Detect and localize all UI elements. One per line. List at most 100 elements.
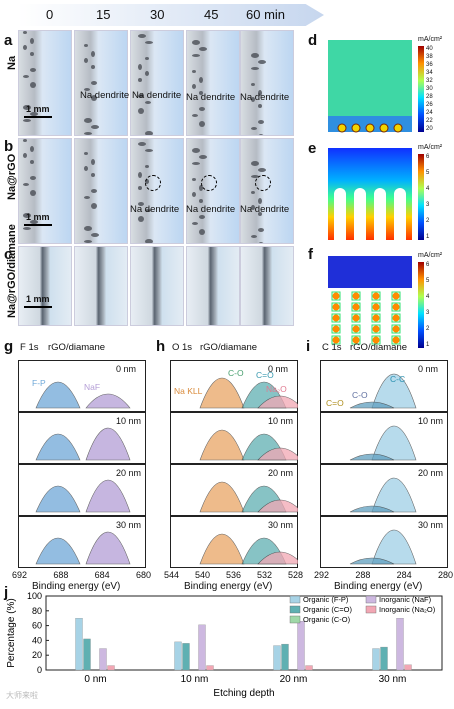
deposit-speck (138, 186, 142, 190)
deposit-speck (251, 205, 255, 210)
xps-depth-i-1: 10 nm (418, 416, 444, 426)
micrograph-c-0 (18, 246, 72, 326)
ion-hotspot (332, 325, 340, 333)
ion-cell (351, 313, 361, 323)
micrograph-a-3 (186, 30, 240, 136)
deposit-speck (91, 51, 95, 57)
deposit-speck (138, 94, 144, 98)
deposit-speck (145, 209, 151, 212)
xps-subplot (18, 412, 146, 464)
xps-depth-i-0: 0 nm (418, 364, 439, 374)
bar-3-2 (297, 621, 305, 671)
colorbar-tick-f: 1 (426, 342, 430, 348)
deposit-speck (199, 155, 207, 159)
deposit-speck (91, 233, 99, 237)
xps-xtick-h: 532 (257, 570, 273, 580)
xps-element-i: C 1s (322, 342, 342, 353)
colorbar-tick-e: 1 (426, 234, 430, 240)
y-tick-label: 20 (32, 650, 42, 660)
xps-element-h: O 1s (172, 342, 193, 353)
deposit-speck (192, 84, 196, 89)
annotation-b-0: Na dendrite (130, 204, 180, 215)
colorbar-tick-d: 40 (426, 46, 433, 52)
ion-hotspot (372, 303, 380, 311)
deposit-speck (145, 131, 153, 135)
xps-peak-label-i-1: C-O (352, 390, 368, 400)
bar-4-3 (404, 664, 412, 671)
xps-depth-g-1: 10 nm (116, 416, 142, 426)
xps-xlabel-g: Binding energy (eV) (32, 581, 121, 592)
deposit-speck (258, 198, 262, 204)
micrograph-c-3 (186, 246, 240, 326)
bar-4-0 (107, 665, 115, 671)
ion-cell (371, 335, 381, 345)
deposit-speck (91, 65, 95, 69)
deposit-speck (138, 34, 146, 38)
unit-e: mA/cm² (418, 144, 443, 151)
xps-subplot (170, 516, 298, 568)
ion-hotspot (372, 292, 380, 300)
scalebar-label-a: 1 mm (26, 104, 50, 114)
deposit-speck (84, 88, 90, 91)
xps-element-g: F 1s (20, 342, 39, 353)
micrograph-b-3 (186, 138, 240, 244)
xps-peak (35, 381, 81, 409)
deposit-speck (23, 45, 27, 50)
xps-subplot (170, 412, 298, 464)
micrograph-b-4 (240, 138, 294, 244)
ion-cell (351, 324, 361, 334)
deposit-speck (30, 190, 36, 196)
deposit-speck (145, 41, 153, 44)
deposit-speck (91, 81, 97, 85)
xps-peak-label-h-2: C=O (256, 370, 274, 380)
deposit-speck (30, 220, 38, 224)
ion-cell (391, 313, 401, 323)
ion-hotspot (372, 336, 380, 344)
bar-0-3 (372, 648, 380, 671)
xps-subplot (18, 516, 146, 568)
xps-peak (35, 433, 81, 461)
time-arrow (18, 4, 324, 26)
deposit-speck (258, 242, 264, 243)
legend-swatch-4 (365, 605, 377, 614)
xps-subplot (320, 464, 448, 516)
ion-cell (391, 291, 401, 301)
xps-peak (199, 481, 245, 513)
deposit-speck (258, 120, 264, 124)
deposit-speck (192, 54, 200, 57)
xps-peak (349, 453, 395, 461)
deposit-speck (138, 202, 144, 206)
scalebar-label-b: 1 mm (26, 212, 50, 222)
deposit-speck (91, 203, 97, 209)
deposit-speck (199, 185, 203, 191)
xps-subplot (170, 464, 298, 516)
xps-depth-h-1: 10 nm (268, 416, 294, 426)
legend-label-4: Inorganic (Na₂O) (379, 605, 436, 614)
deposit-speck (91, 173, 95, 177)
xps-xtick-g: 684 (94, 570, 110, 580)
deposit-speck (30, 160, 34, 164)
xps-peak (85, 427, 131, 461)
ion-cell (391, 324, 401, 334)
colorbar-tick-d: 30 (426, 86, 433, 92)
xps-xlabel-i: Binding energy (eV) (334, 581, 423, 592)
deposit-speck (23, 227, 31, 230)
xps-xtick-h: 528 (288, 570, 304, 580)
legend-label-1: Organic (C=O) (303, 605, 352, 614)
deposit-speck (30, 68, 36, 72)
micrograph-c-1 (74, 246, 128, 326)
xps-peak (371, 477, 417, 513)
bar-4-2 (305, 665, 313, 671)
xps-peak (257, 447, 298, 461)
ion-cell (331, 313, 341, 323)
xps-peak (85, 393, 131, 409)
xps-peak-label-i-2: C-C (390, 374, 406, 384)
deposit-speck (258, 104, 262, 108)
xps-peak (199, 429, 245, 461)
deposit-speck (145, 57, 149, 60)
xps-peak (35, 485, 81, 513)
deposit-speck (23, 213, 31, 218)
colorbar-tick-d: 38 (426, 54, 433, 60)
colorbar-tick-d: 28 (426, 94, 433, 100)
deposit-speck (199, 215, 205, 219)
